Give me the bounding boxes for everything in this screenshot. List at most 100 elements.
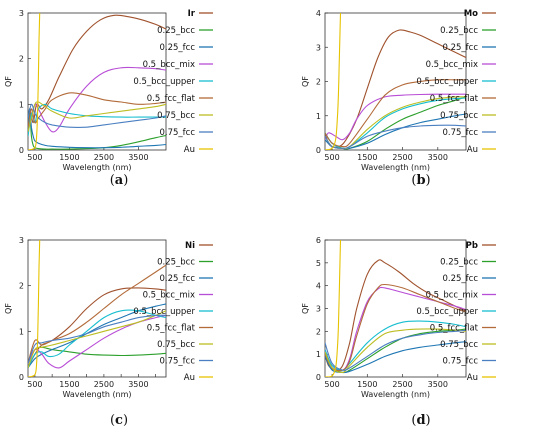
- series-line-0.75-bcc: [325, 328, 466, 374]
- legend-label: 0.25_bcc: [440, 258, 478, 268]
- legend-label: 0.5_fcc_flat: [147, 94, 196, 104]
- legend-label: 0.5_fcc_flat: [430, 94, 479, 104]
- x-tick-label: 500: [27, 153, 42, 162]
- y-tick-label: 0: [19, 373, 24, 382]
- legend-label: 0.5_fcc_flat: [430, 324, 479, 334]
- y-axis-label: QF: [4, 76, 13, 87]
- series-line-au: [28, 13, 41, 150]
- legend-label: 0.75_bcc: [440, 340, 478, 350]
- x-tick-label: 2500: [392, 153, 412, 162]
- series-line-0.5-bcc-upper: [28, 309, 166, 369]
- legend-label: 0.25_bcc: [157, 258, 195, 268]
- y-axis-label: QF: [301, 303, 310, 314]
- y-tick-label: 6: [316, 236, 321, 245]
- y-tick-label: 3: [316, 43, 321, 52]
- x-tick-label: 1500: [59, 380, 79, 389]
- y-tick-label: 2: [19, 282, 24, 291]
- legend-label: 0.25_fcc: [159, 43, 195, 53]
- x-tick-label: 3500: [128, 380, 148, 389]
- legend-label: 0.5_bcc_upper: [133, 77, 195, 87]
- y-tick-label: 1: [19, 327, 24, 336]
- legend-label: 0.5_bcc_mix: [426, 291, 478, 301]
- y-tick-label: 4: [316, 9, 321, 18]
- series-line-0.75-fcc: [325, 124, 466, 149]
- legend-label: Au: [467, 145, 478, 155]
- y-tick-label: 1: [316, 112, 321, 121]
- legend-label: 0.75_bcc: [440, 111, 478, 121]
- x-tick-label: 1500: [357, 153, 377, 162]
- y-tick-label: 3: [19, 236, 24, 245]
- legend-label: 0.25_bcc: [440, 26, 478, 36]
- y-tick-label: 2: [316, 327, 321, 336]
- legend-label: Pb: [466, 241, 478, 251]
- panel-label: (a): [110, 173, 129, 188]
- panel-label: (d): [411, 413, 430, 428]
- x-axis-label: Wavelength (nm): [62, 390, 131, 399]
- legend-label: 0.75_fcc: [159, 128, 195, 138]
- legend-label: 0.5_fcc_flat: [147, 324, 196, 334]
- legend-label: 0.75_fcc: [159, 357, 195, 367]
- y-tick-label: 0: [316, 373, 321, 382]
- legend-label: 0.5_bcc_upper: [416, 307, 478, 317]
- series-group: [28, 240, 166, 377]
- y-tick-label: 2: [19, 55, 24, 64]
- legend-label: 0.75_bcc: [157, 111, 195, 121]
- x-axis-label: Wavelength (nm): [361, 390, 430, 399]
- y-axis-label: QF: [4, 303, 13, 314]
- series-line-au: [325, 240, 342, 377]
- y-tick-label: 3: [19, 9, 24, 18]
- y-tick-label: 3: [316, 305, 321, 314]
- x-tick-label: 3500: [128, 153, 148, 162]
- x-tick-label: 1500: [357, 380, 377, 389]
- y-tick-label: 2: [316, 78, 321, 87]
- series-line-0.25-bcc: [28, 112, 166, 150]
- series-line-au: [325, 13, 342, 150]
- y-tick-label: 1: [316, 350, 321, 359]
- x-tick-label: 2500: [94, 380, 114, 389]
- legend-label: 0.25_fcc: [159, 274, 195, 284]
- plot-frame: [27, 239, 167, 378]
- legend-label: 0.5_bcc_mix: [143, 291, 195, 301]
- legend-label: Au: [184, 145, 195, 155]
- legend-label: Au: [467, 373, 478, 383]
- legend-label: Ir: [188, 9, 196, 19]
- y-axis-label: QF: [301, 76, 310, 87]
- legend-label: Ni: [185, 241, 195, 251]
- series-line-0.25-fcc: [28, 108, 166, 149]
- legend-label: Au: [184, 373, 195, 383]
- legend-label: 0.25_fcc: [442, 43, 478, 53]
- series-group: [325, 240, 466, 377]
- panel-label: (c): [110, 413, 128, 428]
- x-tick-label: 3500: [428, 380, 448, 389]
- panel-label: (b): [411, 173, 430, 188]
- plot-frame: [27, 12, 167, 151]
- legend-label: 0.25_bcc: [157, 26, 195, 36]
- x-tick-label: 500: [324, 153, 339, 162]
- x-tick-label: 2500: [392, 380, 412, 389]
- x-tick-label: 500: [27, 380, 42, 389]
- x-tick-label: 500: [324, 380, 339, 389]
- legend-label: 0.75_fcc: [442, 357, 478, 367]
- series-group: [28, 13, 166, 150]
- series-line-0.75-fcc: [28, 103, 166, 128]
- legend-label: 0.75_fcc: [442, 128, 478, 138]
- x-tick-label: 2500: [94, 153, 114, 162]
- series-line-au: [28, 240, 41, 377]
- series-line-ir: [28, 14, 166, 137]
- legend-label: 0.5_bcc_upper: [416, 77, 478, 87]
- series-line-0.5-bcc-upper: [325, 97, 466, 150]
- y-tick-label: 1: [19, 100, 24, 109]
- series-line-0.5-bcc-upper: [325, 320, 466, 371]
- y-tick-label: 0: [19, 146, 24, 155]
- series-line-0.75-fcc: [28, 314, 166, 364]
- series-line-0.75-bcc: [28, 310, 166, 369]
- series-line-0.25-bcc: [28, 346, 166, 364]
- legend-label: 0.5_bcc_upper: [133, 307, 195, 317]
- series-group: [325, 13, 466, 150]
- y-tick-label: 0: [316, 146, 321, 155]
